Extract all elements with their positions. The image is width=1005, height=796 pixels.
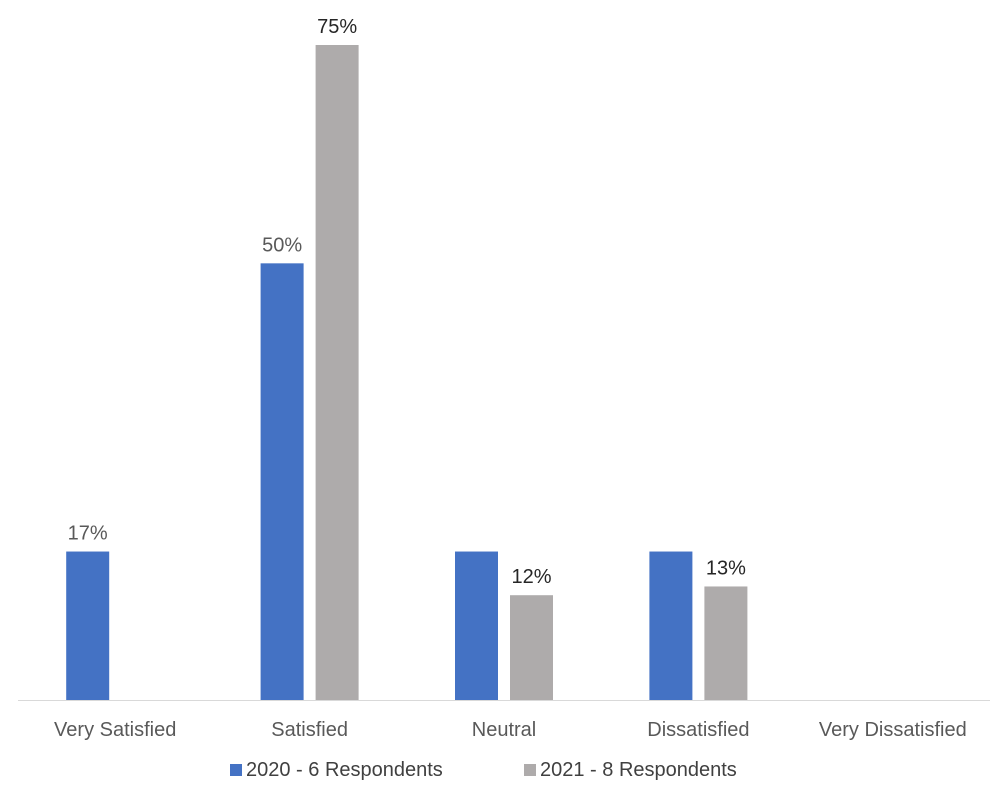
- data-label-0-0: 17%: [68, 523, 108, 545]
- category-label-1: Satisfied: [271, 719, 348, 741]
- data-labels-group: 17% 50% 75% 12% 13%: [68, 16, 746, 588]
- data-label-1-1: 75%: [317, 16, 357, 38]
- legend-label-0: 2020 - 6 Respondents: [246, 759, 443, 781]
- bar-1-3: [704, 586, 748, 700]
- bar-0-3: [649, 551, 693, 700]
- category-label-2: Neutral: [472, 719, 536, 741]
- category-label-4: Very Dissatisfied: [819, 719, 967, 741]
- category-labels-group: Very Satisfied Satisfied Neutral Dissatisfi…: [54, 719, 967, 741]
- legend-swatch-1: [524, 764, 536, 776]
- bar-0-2: [455, 551, 498, 700]
- data-label-1-2: 12%: [511, 566, 551, 588]
- category-label-3: Dissatisfied: [647, 719, 749, 741]
- bar-0-0: [66, 551, 110, 700]
- legend: 2020 - 6 Respondents 2021 - 8 Respondents: [230, 759, 737, 781]
- category-label-0: Very Satisfied: [54, 719, 176, 741]
- data-label-0-1: 50%: [262, 234, 302, 256]
- data-label-1-3: 13%: [706, 557, 746, 579]
- legend-label-1: 2021 - 8 Respondents: [540, 759, 737, 781]
- bar-0-1: [260, 263, 304, 700]
- bar-1-2: [510, 595, 553, 700]
- bars-group: [66, 45, 748, 700]
- bar-1-1: [315, 45, 359, 700]
- legend-swatch-0: [230, 764, 242, 776]
